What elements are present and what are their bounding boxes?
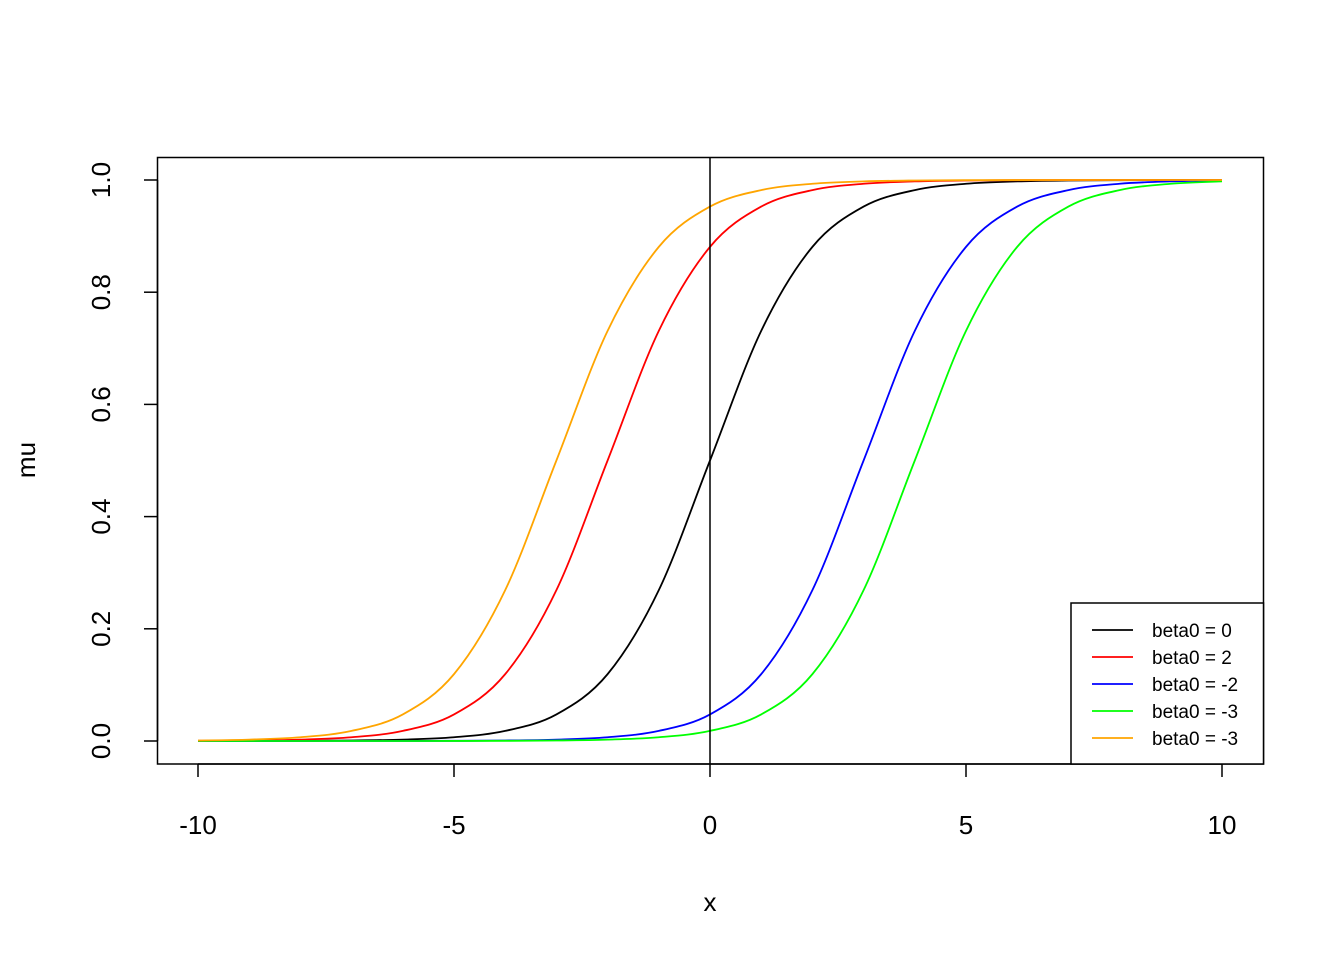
legend-entry: beta0 = -3 [1152, 729, 1238, 750]
y-tick-label: 0.0 [86, 723, 116, 759]
y-tick-label: 1.0 [86, 162, 116, 198]
series-lines [197, 179, 1223, 742]
legend-entry: beta0 = 2 [1152, 648, 1232, 669]
y-tick-label: 0.4 [86, 499, 116, 535]
x-axis: -10 -5 0 5 10 [179, 763, 1237, 840]
y-tick-label: 0.8 [86, 274, 116, 310]
legend-entry: beta0 = -3 [1152, 702, 1238, 723]
y-tick-label: 0.2 [86, 611, 116, 647]
y-axis-label: mu [11, 442, 41, 478]
series-line-4 [197, 179, 1222, 742]
x-tick-label: 5 [959, 810, 973, 840]
x-tick-label: -5 [442, 810, 465, 840]
x-axis-label: x [704, 887, 717, 917]
legend-entry: beta0 = -2 [1152, 675, 1238, 696]
x-tick-label: 10 [1208, 810, 1237, 840]
legend: beta0 = 0 beta0 = 2 beta0 = -2 beta0 = -3 be… [1070, 602, 1265, 765]
x-tick-label: 0 [703, 810, 717, 840]
legend-entry: beta0 = 0 [1152, 621, 1232, 642]
x-tick-label: -10 [179, 810, 217, 840]
series-line-3 [198, 180, 1223, 742]
y-tick-label: 0.6 [86, 386, 116, 422]
y-axis: 0.0 0.2 0.4 0.6 0.8 1.0 [86, 162, 159, 759]
